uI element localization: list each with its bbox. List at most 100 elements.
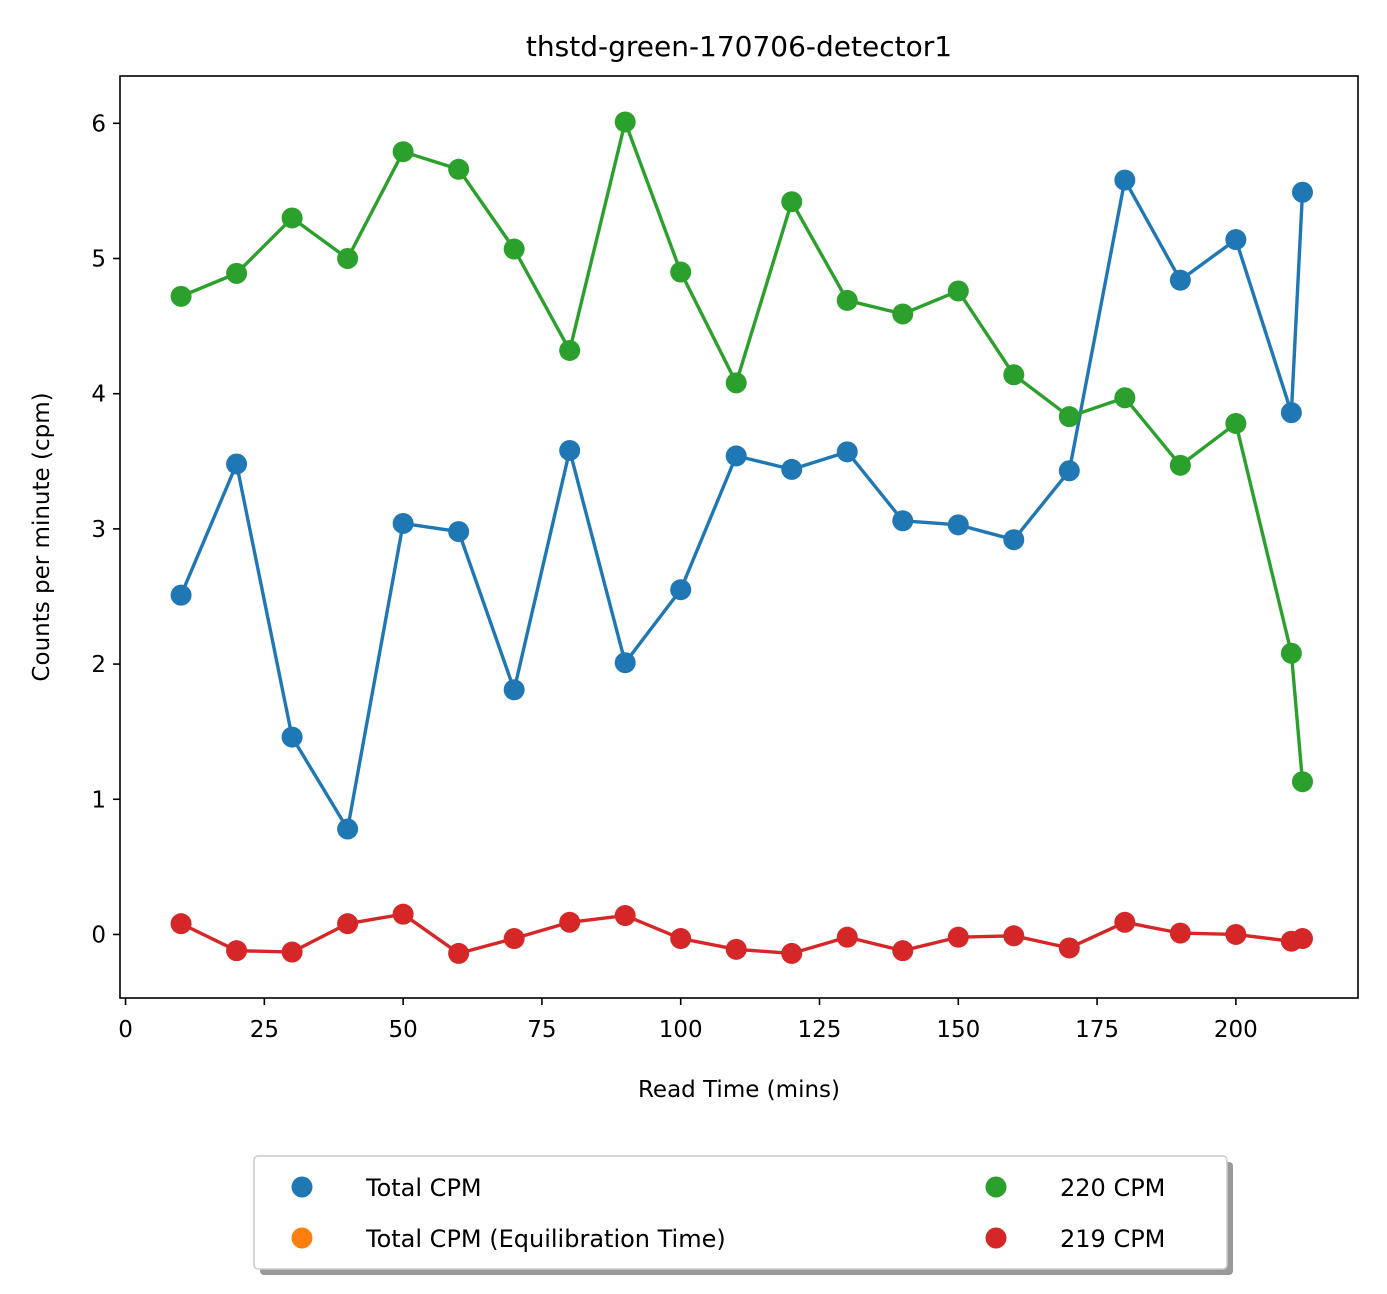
x-axis-title: Read Time (mins) (638, 1077, 840, 1103)
data-point-s0-9 (670, 579, 692, 601)
data-point-s0-13 (892, 510, 914, 532)
legend-marker-3 (985, 1227, 1007, 1249)
y-tick-label-5: 5 (91, 247, 106, 273)
legend-label-0: Total CPM (365, 1174, 482, 1202)
data-point-s3-2 (281, 941, 303, 963)
legend-label-1: Total CPM (Equilibration Time) (365, 1225, 726, 1253)
x-tick-label-8: 200 (1214, 1017, 1258, 1043)
data-point-s0-3 (337, 818, 359, 840)
data-point-s2-19 (1225, 412, 1247, 434)
data-point-s2-5 (448, 158, 470, 180)
plot-frame (119, 75, 1359, 999)
data-point-s3-21 (1291, 928, 1313, 950)
data-point-s0-14 (947, 514, 969, 536)
legend-marker-0 (291, 1176, 313, 1198)
x-tick-label-5: 125 (798, 1017, 842, 1043)
data-point-s0-18 (1169, 269, 1191, 291)
legend-label-3: 219 CPM (1060, 1225, 1165, 1253)
data-point-s0-1 (226, 453, 248, 475)
chart-title: thstd-green-170706-detector1 (526, 30, 952, 63)
data-point-s2-20 (1280, 642, 1302, 664)
data-point-s3-4 (392, 903, 414, 925)
data-point-s2-3 (337, 248, 359, 270)
legend-frame (253, 1155, 1228, 1270)
data-point-s0-15 (1003, 529, 1025, 551)
legend-marker-1 (291, 1227, 313, 1249)
data-point-s3-11 (781, 942, 803, 964)
data-point-s3-6 (503, 928, 525, 950)
legend-marker-2 (985, 1176, 1007, 1198)
data-point-s2-18 (1169, 454, 1191, 476)
data-point-s2-15 (1003, 364, 1025, 386)
data-point-s0-7 (559, 439, 581, 461)
x-tick-label-3: 75 (527, 1017, 556, 1043)
data-point-s2-7 (559, 339, 581, 361)
data-point-s0-8 (614, 652, 636, 674)
data-point-s2-13 (892, 303, 914, 325)
legend: Total CPM Total CPM (Equilibration Time) 2… (253, 1155, 1233, 1275)
x-axis: 0 25 50 75 100 125 150 175 200 (118, 998, 1258, 1043)
y-tick-label-0: 0 (91, 922, 106, 948)
data-point-s0-6 (503, 679, 525, 701)
data-point-s3-3 (337, 913, 359, 935)
data-point-s3-0 (170, 913, 192, 935)
data-point-s3-14 (947, 926, 969, 948)
x-tick-label-7: 175 (1075, 1017, 1119, 1043)
y-axis-title: Counts per minute (cpm) (29, 392, 55, 681)
data-point-s0-0 (170, 584, 192, 606)
x-tick-label-1: 25 (250, 1017, 279, 1043)
data-point-s2-12 (836, 289, 858, 311)
data-point-s2-1 (226, 262, 248, 284)
data-point-s3-1 (226, 940, 248, 962)
data-point-s3-8 (614, 905, 636, 927)
y-tick-label-1: 1 (91, 787, 106, 813)
y-tick-label-3: 3 (91, 517, 106, 543)
data-point-s2-8 (614, 111, 636, 133)
data-point-s3-10 (725, 938, 747, 960)
data-point-s3-15 (1003, 925, 1025, 947)
data-point-s3-17 (1114, 911, 1136, 933)
data-point-s3-5 (448, 942, 470, 964)
data-point-s0-20 (1280, 402, 1302, 424)
data-point-s3-18 (1169, 922, 1191, 944)
plot-area (170, 111, 1313, 964)
y-tick-label-2: 2 (91, 652, 106, 678)
data-point-s2-17 (1114, 387, 1136, 409)
data-point-s2-9 (670, 261, 692, 283)
y-tick-label-6: 6 (91, 111, 106, 137)
series-line-3 (180, 912, 1303, 956)
x-tick-label-2: 50 (388, 1017, 417, 1043)
data-point-s2-6 (503, 238, 525, 260)
data-point-s0-19 (1225, 229, 1247, 251)
data-point-s0-10 (725, 445, 747, 467)
data-point-s0-12 (836, 441, 858, 463)
data-point-s0-17 (1114, 169, 1136, 191)
data-point-s3-19 (1225, 923, 1247, 945)
x-tick-label-0: 0 (118, 1017, 133, 1043)
data-point-s2-0 (170, 285, 192, 307)
data-point-s0-16 (1058, 460, 1080, 482)
data-point-s3-7 (559, 911, 581, 933)
series-line-0 (179, 178, 1305, 831)
y-axis: 0 1 2 3 4 5 6 (91, 111, 120, 948)
data-point-s3-13 (892, 940, 914, 962)
data-point-s2-11 (781, 191, 803, 213)
data-point-s2-16 (1058, 406, 1080, 428)
data-point-s2-10 (725, 372, 747, 394)
legend-label-2: 220 CPM (1060, 1174, 1165, 1202)
y-tick-label-4: 4 (91, 382, 106, 408)
data-point-s3-12 (836, 926, 858, 948)
x-tick-label-6: 150 (936, 1017, 980, 1043)
data-point-s0-11 (781, 458, 803, 480)
data-point-s2-21 (1291, 771, 1313, 793)
data-point-s2-2 (281, 207, 303, 229)
x-tick-label-4: 100 (659, 1017, 703, 1043)
data-point-s2-4 (392, 141, 414, 163)
series-line-2 (180, 120, 1305, 782)
data-point-s2-14 (947, 280, 969, 302)
data-point-s0-5 (448, 521, 470, 543)
data-point-s3-9 (670, 928, 692, 950)
data-point-s0-21 (1291, 181, 1313, 203)
data-point-s0-4 (392, 512, 414, 534)
